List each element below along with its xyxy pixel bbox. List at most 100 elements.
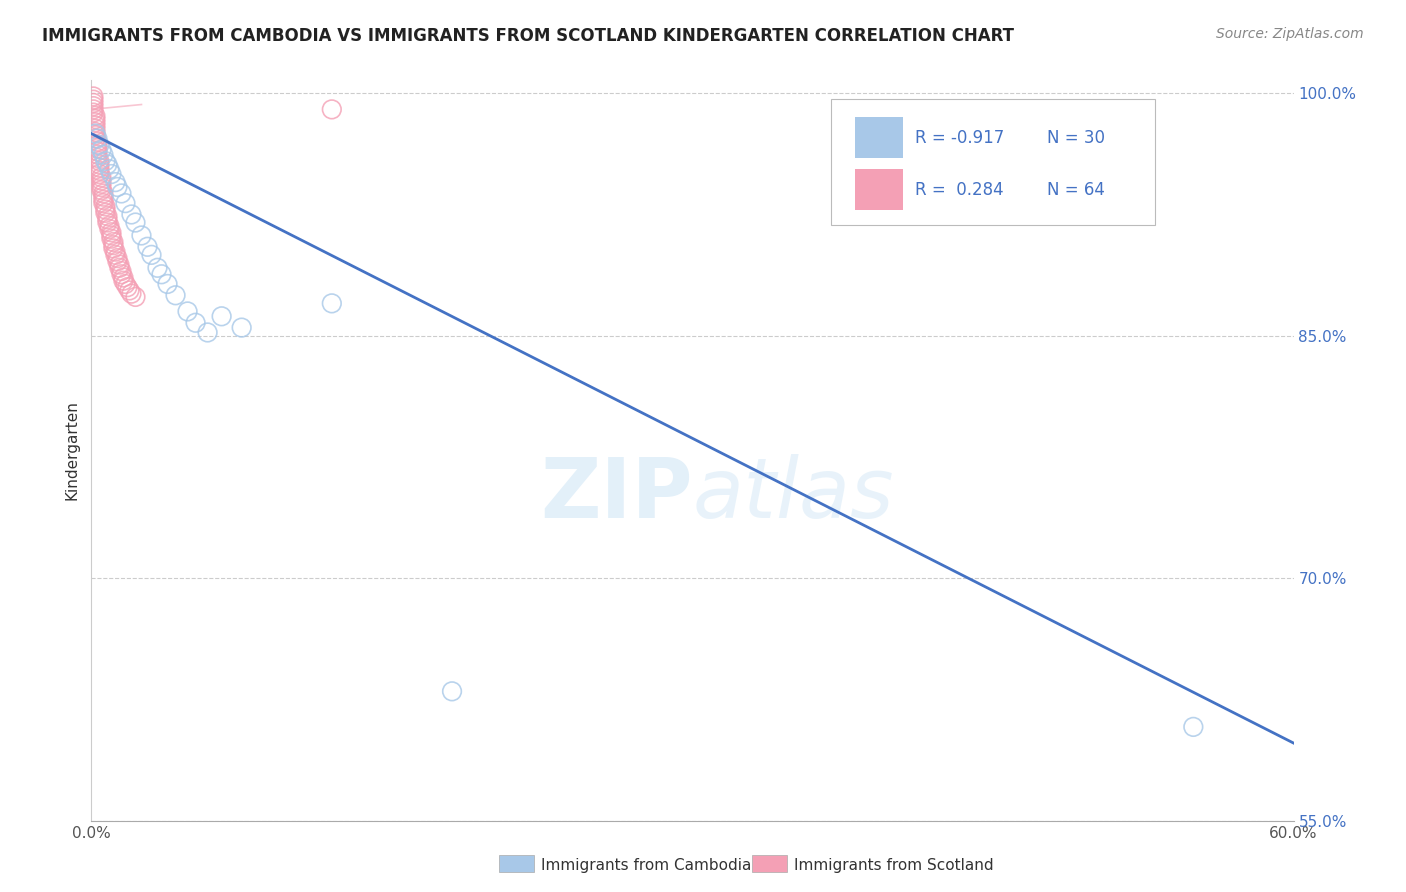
Point — [94, 202, 117, 217]
Point — [89, 137, 111, 152]
Point — [82, 93, 104, 107]
Point — [100, 232, 122, 246]
Point — [440, 684, 463, 698]
Point — [103, 235, 125, 249]
Point — [90, 170, 112, 185]
Point — [93, 193, 115, 207]
Point — [112, 274, 135, 288]
Point — [82, 99, 104, 113]
Point — [86, 145, 108, 159]
Point — [104, 248, 127, 262]
Point — [84, 128, 107, 143]
Text: N = 64: N = 64 — [1047, 181, 1105, 199]
Point — [89, 154, 111, 169]
Point — [1182, 720, 1205, 734]
Point — [86, 141, 108, 155]
Point — [112, 270, 135, 285]
Point — [90, 180, 112, 194]
Point — [84, 121, 107, 136]
FancyBboxPatch shape — [831, 99, 1156, 225]
Point — [82, 105, 104, 120]
Point — [84, 127, 107, 141]
Text: Immigrants from Scotland: Immigrants from Scotland — [794, 858, 994, 872]
Point — [107, 254, 129, 268]
Point — [96, 212, 118, 227]
Point — [86, 131, 108, 145]
Point — [86, 151, 108, 165]
Point — [93, 196, 115, 211]
Text: atlas: atlas — [692, 454, 894, 535]
Point — [86, 137, 108, 152]
Point — [124, 290, 146, 304]
Point — [146, 260, 169, 275]
Point — [108, 258, 131, 272]
Point — [84, 109, 107, 123]
Point — [100, 167, 122, 181]
Point — [96, 209, 118, 223]
Point — [121, 207, 143, 221]
Point — [141, 248, 163, 262]
Point — [89, 163, 111, 178]
Point — [156, 277, 179, 291]
Point — [98, 222, 121, 236]
Point — [100, 225, 122, 239]
Point — [176, 304, 198, 318]
Point — [93, 186, 115, 201]
Point — [94, 199, 117, 213]
Point — [321, 103, 343, 117]
Point — [86, 135, 108, 149]
Point — [90, 177, 112, 191]
Point — [114, 277, 136, 291]
Point — [96, 157, 118, 171]
Point — [94, 206, 117, 220]
Point — [82, 95, 104, 110]
Point — [118, 284, 141, 298]
Bar — [855, 117, 903, 158]
Point — [110, 186, 132, 201]
Point — [108, 260, 131, 275]
Point — [104, 175, 127, 189]
Point — [89, 167, 111, 181]
Point — [110, 267, 132, 281]
Point — [90, 143, 112, 157]
Point — [114, 196, 136, 211]
Point — [321, 296, 343, 310]
Text: N = 30: N = 30 — [1047, 129, 1105, 147]
Point — [84, 131, 107, 145]
Point — [86, 147, 108, 161]
Point — [107, 180, 129, 194]
Point — [84, 112, 107, 126]
Point — [84, 115, 107, 129]
Text: R = -0.917: R = -0.917 — [915, 129, 1004, 147]
Text: R =  0.284: R = 0.284 — [915, 181, 1004, 199]
Point — [231, 320, 253, 334]
Point — [131, 228, 153, 243]
Text: ZIP: ZIP — [540, 454, 692, 535]
Y-axis label: Kindergarten: Kindergarten — [65, 401, 80, 500]
Point — [98, 219, 121, 233]
Point — [110, 264, 132, 278]
Bar — [855, 169, 903, 210]
Point — [89, 161, 111, 175]
Point — [84, 119, 107, 133]
Point — [165, 288, 187, 302]
Point — [197, 326, 219, 340]
Point — [121, 286, 143, 301]
Point — [150, 267, 173, 281]
Point — [98, 162, 121, 177]
Point — [117, 280, 139, 294]
Point — [93, 147, 115, 161]
Point — [89, 157, 111, 171]
Text: IMMIGRANTS FROM CAMBODIA VS IMMIGRANTS FROM SCOTLAND KINDERGARTEN CORRELATION CH: IMMIGRANTS FROM CAMBODIA VS IMMIGRANTS F… — [42, 27, 1014, 45]
Point — [94, 154, 117, 169]
Point — [184, 316, 207, 330]
Point — [96, 215, 118, 229]
Point — [107, 251, 129, 265]
Point — [82, 89, 104, 103]
Point — [103, 241, 125, 255]
Point — [104, 244, 127, 259]
Point — [211, 310, 233, 324]
Point — [90, 183, 112, 197]
Point — [93, 189, 115, 203]
Point — [82, 103, 104, 117]
